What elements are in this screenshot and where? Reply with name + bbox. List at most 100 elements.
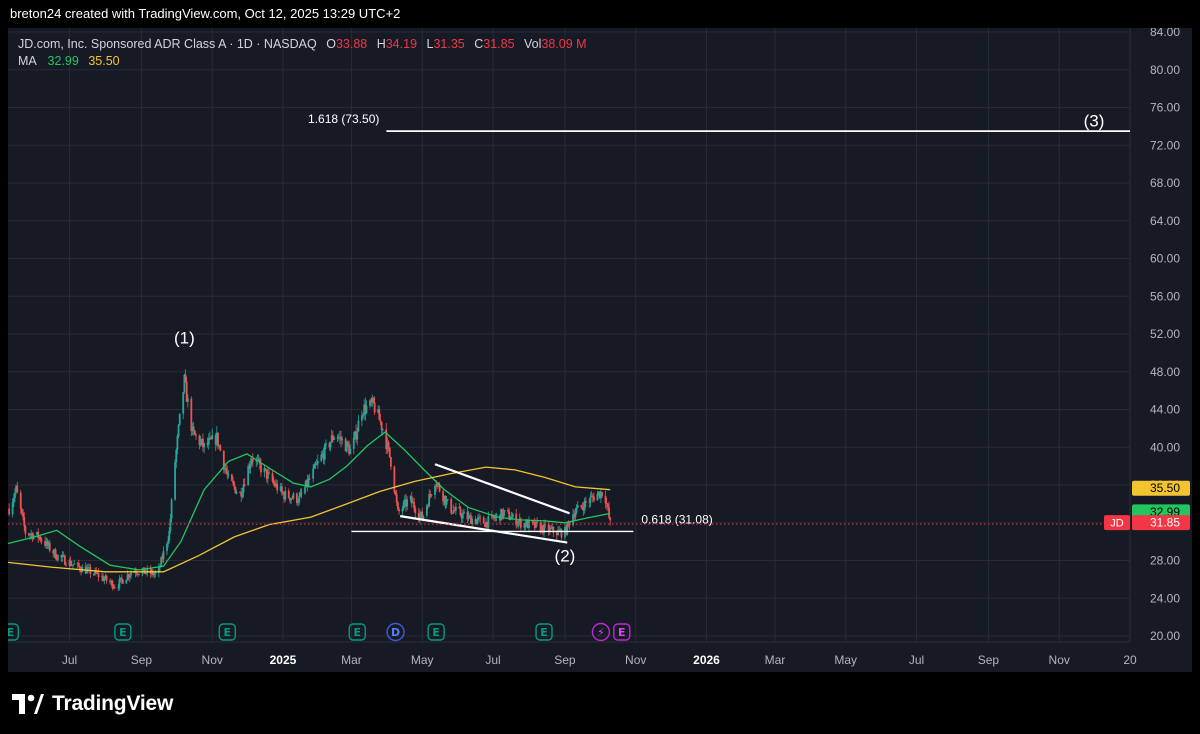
event-marker-earnings (114, 623, 132, 641)
candle-body (47, 542, 50, 546)
high-label: H (376, 37, 386, 51)
candle-body (190, 398, 193, 432)
candle-body (279, 486, 282, 491)
candle-body (202, 438, 204, 448)
candle-body (338, 436, 341, 438)
candle-body (160, 557, 163, 567)
candle-body (313, 464, 316, 469)
candle-body (470, 515, 472, 525)
candle-body (365, 405, 368, 414)
time-tick-label: Sep (554, 653, 576, 667)
candle-body (110, 580, 113, 583)
candle-body (105, 575, 108, 581)
event-marker-letter: E (432, 626, 440, 639)
candle-body (296, 493, 298, 503)
candle-body (575, 508, 578, 513)
candle-body (596, 493, 599, 501)
candle-body (405, 499, 407, 507)
candle-body (157, 566, 160, 573)
candle-body (609, 517, 612, 521)
candle-body (153, 574, 156, 576)
candle-body (72, 564, 74, 566)
candle-body (304, 487, 306, 494)
tradingview-brand[interactable]: TradingView (12, 692, 173, 716)
event-marker-letter: E (618, 626, 626, 639)
candle-body (425, 505, 428, 516)
event-marker-letter: E (224, 626, 232, 639)
candle-body (248, 466, 251, 469)
candle-body (185, 381, 188, 402)
candle-body (557, 530, 559, 536)
ma-fast-value: 32.99 (47, 54, 79, 68)
candle-body (337, 437, 340, 438)
candle-body (250, 459, 253, 464)
candle-body (121, 579, 124, 584)
candle-body (321, 453, 324, 455)
candle-body (263, 468, 266, 473)
candle-body (272, 481, 275, 483)
candle-body (393, 466, 396, 492)
candle-body (547, 524, 550, 532)
candle-body (203, 443, 205, 448)
candle-body (323, 444, 326, 460)
time-tick-label: Sep (978, 653, 1000, 667)
chart-panel[interactable]: 84.00 80.00 76.00 72.00 68.00 64.00 60.00 56.00… (8, 28, 1192, 672)
candle-body (191, 426, 194, 432)
candle-body (588, 502, 591, 503)
candle-body (446, 499, 449, 500)
candle-body (240, 492, 243, 497)
candle-body (583, 500, 586, 511)
candle-body (38, 536, 41, 539)
price-tick-label: 24.00 (1150, 591, 1180, 605)
candle-body (162, 551, 165, 560)
candle-body (320, 454, 323, 461)
candle-body (539, 523, 542, 532)
symbol-tag (1104, 515, 1130, 531)
price-chart[interactable]: 84.00 80.00 76.00 72.00 68.00 64.00 60.00 56.00… (8, 28, 1192, 672)
candle-body (531, 520, 534, 523)
candle-body (167, 540, 170, 544)
candle-body (482, 517, 485, 524)
candle-body (409, 496, 412, 500)
event-marker-letter: E (8, 626, 14, 639)
candle-body (231, 474, 233, 481)
event-marker-letter: ⚡ (597, 626, 605, 639)
candle-body (95, 570, 98, 574)
candle-body (509, 519, 512, 521)
candle-body (169, 518, 172, 531)
price-tick-label: 48.00 (1150, 365, 1180, 379)
candle-body (502, 511, 505, 518)
candle-body (591, 495, 594, 497)
candle-body (125, 579, 128, 584)
brand-name: TradingView (52, 692, 174, 715)
candle-body (316, 460, 319, 464)
fib-0618-label: 0.618 (31.08) (641, 512, 712, 526)
candle-body (364, 404, 367, 414)
candle-body (275, 483, 277, 487)
footer: TradingView (0, 672, 1200, 734)
candle-body (540, 525, 543, 532)
candle-body (241, 492, 244, 497)
candle-body (442, 491, 445, 502)
candle-body (101, 576, 103, 578)
candle-body (369, 400, 371, 406)
candle-body (145, 573, 147, 574)
candle-body (85, 568, 88, 574)
candle-body (572, 514, 574, 526)
candle-body (461, 513, 464, 519)
candle-body (417, 513, 420, 519)
candle-body (598, 491, 601, 498)
candle-body (299, 492, 302, 497)
candle-body (117, 587, 120, 589)
candle-body (104, 575, 107, 579)
event-marker-earnings (218, 623, 236, 641)
candle-body (466, 511, 469, 520)
candle-body (362, 415, 364, 416)
candle-body (126, 574, 129, 580)
time-tick-label: 2026 (693, 653, 720, 667)
candle-body (219, 445, 222, 451)
candle-body (552, 526, 555, 533)
candle-body (168, 530, 171, 541)
candle-body (336, 437, 339, 439)
candle-body (14, 492, 16, 499)
